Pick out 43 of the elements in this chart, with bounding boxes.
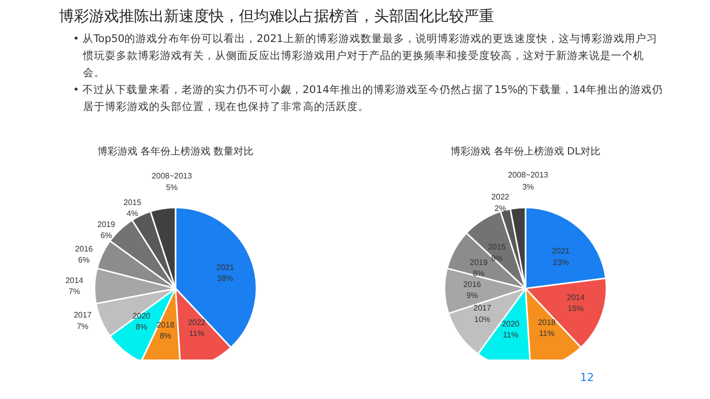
slice-label: 2015: [124, 198, 142, 207]
slice-label: 2016: [463, 280, 482, 289]
slice-label: 2017: [74, 310, 92, 320]
slice-label: 2008~2013: [152, 171, 192, 180]
data-label: 5%: [166, 182, 178, 192]
text: • 不过从下载量来看，老游的实力仍不可小觑，2014年推出的博彩游戏至今仍然占据了15%的下载量，14年推出的游戏仍居于博彩游戏的头部位置，现在也保持了非常高的活跃度。: [72, 83, 664, 116]
slice-label: 2021: [216, 262, 235, 272]
chart-title: 博彩游戏 各年份上榜游戏 DL对比: [450, 146, 600, 158]
data-label: 8%: [136, 322, 148, 332]
chart-title: 博彩游戏 各年份上榜游戏 数量对比: [97, 146, 254, 158]
data-label: 6%: [100, 230, 112, 240]
slice-label: 2022: [188, 318, 206, 327]
data-label: 7%: [68, 287, 80, 296]
data-label: 8%: [472, 269, 484, 278]
data-label: 7%: [76, 322, 88, 331]
data-label: 3%: [522, 182, 534, 192]
text: 12: [580, 370, 594, 386]
slice-label: 2014: [65, 276, 84, 286]
slice-label: 2018: [538, 318, 556, 327]
slice-label: 2014: [566, 293, 586, 302]
data-label: 23%: [552, 258, 569, 267]
data-label: 9%: [466, 291, 478, 300]
data-label: 11%: [502, 330, 518, 340]
slice-label: 2019: [470, 258, 488, 268]
slice-label: 2022: [491, 192, 510, 202]
slice-label: 2021: [552, 246, 570, 256]
text: • 从Top50的游戏分布年份可以看出，2021上新的博彩游戏数量最多，说明博彩游戏的更迭速度快，这与博彩游戏用户习惯玩耍多款博彩游戏有关，从侧面反应出博彩游戏用户对于产品的更换频率和接受度较高，这对于新游来说是一个机会。: [72, 32, 658, 82]
slice-label: 2017: [473, 304, 492, 313]
data-label: 38%: [217, 274, 234, 284]
slice-label: 2019: [97, 220, 116, 229]
data-label: 4%: [126, 208, 138, 218]
slice-label: 2020: [502, 320, 520, 329]
data-label: 11%: [189, 328, 204, 338]
data-label: 11%: [539, 328, 554, 338]
slice-label: 2016: [75, 244, 94, 254]
data-label: 15%: [568, 304, 584, 314]
slice-label: 2015: [488, 242, 506, 252]
data-label: 6%: [78, 255, 90, 264]
data-label: 8%: [160, 332, 172, 341]
data-label: 2%: [494, 204, 506, 213]
data-label: 10%: [474, 314, 490, 324]
text: 博彩游戏推陈出新速度快，但均难以占据榜首，头部固化比较严重: [59, 6, 495, 27]
slice-label: 2008~2013: [508, 170, 549, 180]
